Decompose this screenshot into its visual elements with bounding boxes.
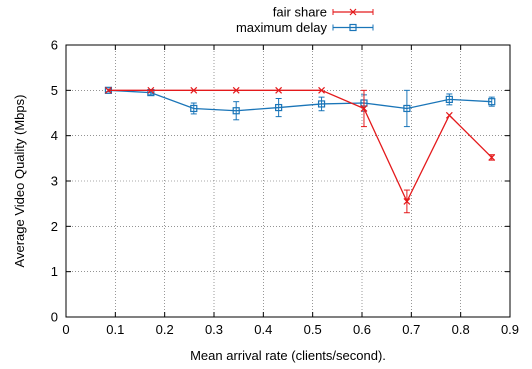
- y-tick-label: 5: [51, 83, 58, 98]
- x-tick-label: 0.7: [402, 322, 420, 337]
- x-tick-label: 0.6: [353, 322, 371, 337]
- y-axis-label: Average Video Quality (Mbps): [12, 95, 27, 268]
- data-point: [232, 107, 240, 115]
- legend-marker: [349, 8, 357, 16]
- x-tick-label: 0.2: [156, 322, 174, 337]
- x-tick-label: 0.5: [304, 322, 322, 337]
- series-line: [108, 89, 493, 203]
- x-tick-label: 0.8: [452, 322, 470, 337]
- x-tick-label: 0.9: [501, 322, 519, 337]
- series-layer: [104, 86, 496, 214]
- data-point: [147, 86, 155, 94]
- y-tick-label: 1: [51, 264, 58, 279]
- legend-marker: [349, 23, 357, 32]
- x-axis-label: Mean arrival rate (clients/second).: [190, 348, 386, 363]
- y-tick-label: 2: [51, 219, 58, 234]
- data-point: [360, 105, 368, 112]
- data-point: [275, 103, 283, 112]
- axis-ticks: 0 0.1 0.2 0.3 0.4 0.5 0.6 0.7 0.8 0.9 0 1 2 3 4 5 6: [51, 38, 519, 338]
- data-point: [317, 100, 326, 108]
- marker-stroke: [275, 86, 283, 94]
- series-fair-share: [105, 86, 496, 214]
- y-tick-label: 6: [51, 38, 58, 53]
- marker-stroke: [147, 86, 155, 94]
- marker-stroke: [318, 86, 325, 94]
- data-point: [318, 86, 325, 94]
- data-point: [403, 104, 411, 113]
- legend-label: fair share: [273, 5, 327, 20]
- data-point: [190, 86, 198, 94]
- marker-stroke: [349, 8, 357, 16]
- data-point: [232, 86, 240, 94]
- y-tick-label: 3: [51, 174, 58, 189]
- data-point: [190, 104, 198, 113]
- marker-stroke: [190, 86, 198, 94]
- data-point: [488, 154, 496, 161]
- y-tick-label: 0: [51, 310, 58, 325]
- y-tick-label: 4: [51, 128, 58, 143]
- marker-stroke: [360, 105, 368, 112]
- data-point: [488, 98, 496, 106]
- marker-stroke: [105, 86, 112, 94]
- data-point: [403, 197, 411, 205]
- legend-label: maximum delay: [236, 20, 328, 35]
- x-tick-label: 0.4: [254, 322, 272, 337]
- x-tick-label: 0.3: [205, 322, 223, 337]
- marker-stroke: [403, 197, 411, 205]
- data-point: [445, 111, 453, 119]
- marker-stroke: [445, 111, 453, 119]
- data-point: [275, 86, 283, 94]
- series-line: [108, 89, 492, 112]
- x-tick-label: 0: [62, 322, 69, 337]
- marker-stroke: [488, 154, 496, 161]
- data-point: [105, 86, 112, 94]
- data-point: [445, 95, 453, 104]
- x-tick-label: 0.1: [106, 322, 124, 337]
- marker-stroke: [232, 86, 240, 94]
